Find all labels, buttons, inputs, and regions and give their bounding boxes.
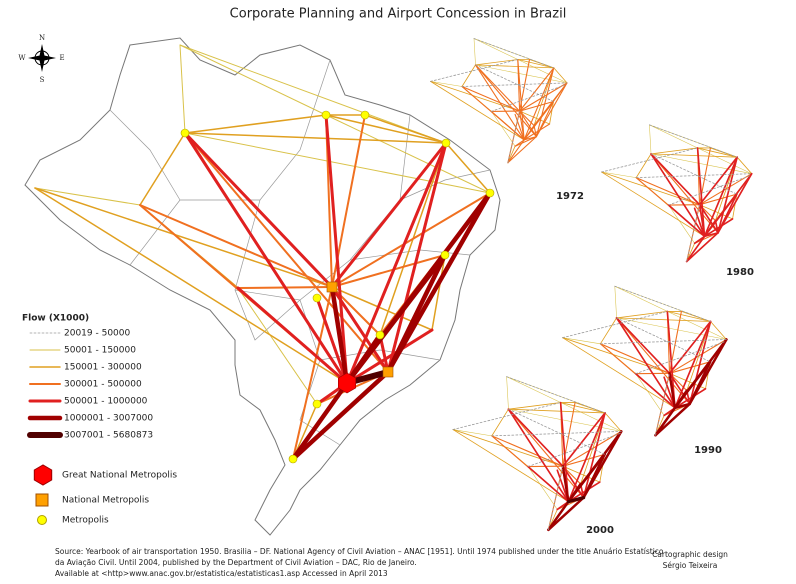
legend-label: 3007001 - 5680873 bbox=[64, 431, 153, 441]
inset-year: 2000 bbox=[586, 525, 614, 536]
metropolis bbox=[313, 400, 321, 408]
national-metropolis bbox=[327, 282, 337, 292]
metropolis bbox=[486, 189, 494, 197]
compass-s: S bbox=[40, 76, 45, 84]
legend-label: National Metropolis bbox=[62, 496, 149, 506]
metropolis bbox=[441, 251, 449, 259]
legend-symbol bbox=[38, 516, 47, 525]
inset-year: 1972 bbox=[556, 191, 584, 202]
legend-label: 20019 - 50000 bbox=[64, 329, 131, 339]
legend-label: 1000001 - 3007000 bbox=[64, 414, 153, 424]
legend-label: 50001 - 150000 bbox=[64, 346, 136, 356]
legend-label: 500001 - 1000000 bbox=[64, 397, 148, 407]
source-line: Source: Yearbook of air transportation 1… bbox=[55, 547, 664, 556]
legend-label: Great National Metropolis bbox=[62, 471, 177, 481]
credit: Sérgio Teixeira bbox=[663, 561, 718, 570]
metropolis bbox=[181, 129, 189, 137]
title: Corporate Planning and Airport Concessio… bbox=[230, 7, 567, 22]
source-line: da Aviação Civil. Until 2004, published … bbox=[55, 558, 417, 567]
national-metropolis bbox=[383, 367, 393, 377]
legend-label: Metropolis bbox=[62, 516, 109, 526]
legend-label: 150001 - 300000 bbox=[64, 363, 142, 373]
legend-title: Flow (X1000) bbox=[22, 314, 89, 324]
metropolis bbox=[289, 455, 297, 463]
source-line: Available at <http>www.anac.gov.br/estat… bbox=[55, 569, 388, 578]
legend-symbol bbox=[36, 494, 48, 506]
inset-year: 1980 bbox=[726, 267, 754, 278]
compass-w: W bbox=[18, 54, 26, 62]
metropolis bbox=[376, 331, 384, 339]
compass-n: N bbox=[39, 34, 45, 42]
metropolis bbox=[322, 111, 330, 119]
metropolis bbox=[313, 294, 321, 302]
compass-e: E bbox=[59, 54, 64, 62]
metropolis bbox=[442, 139, 450, 147]
credit: Cartographic design bbox=[652, 550, 728, 559]
legend-symbol bbox=[34, 465, 51, 485]
inset-year: 1990 bbox=[694, 445, 722, 456]
metropolis bbox=[361, 111, 369, 119]
legend-label: 300001 - 500000 bbox=[64, 380, 142, 390]
